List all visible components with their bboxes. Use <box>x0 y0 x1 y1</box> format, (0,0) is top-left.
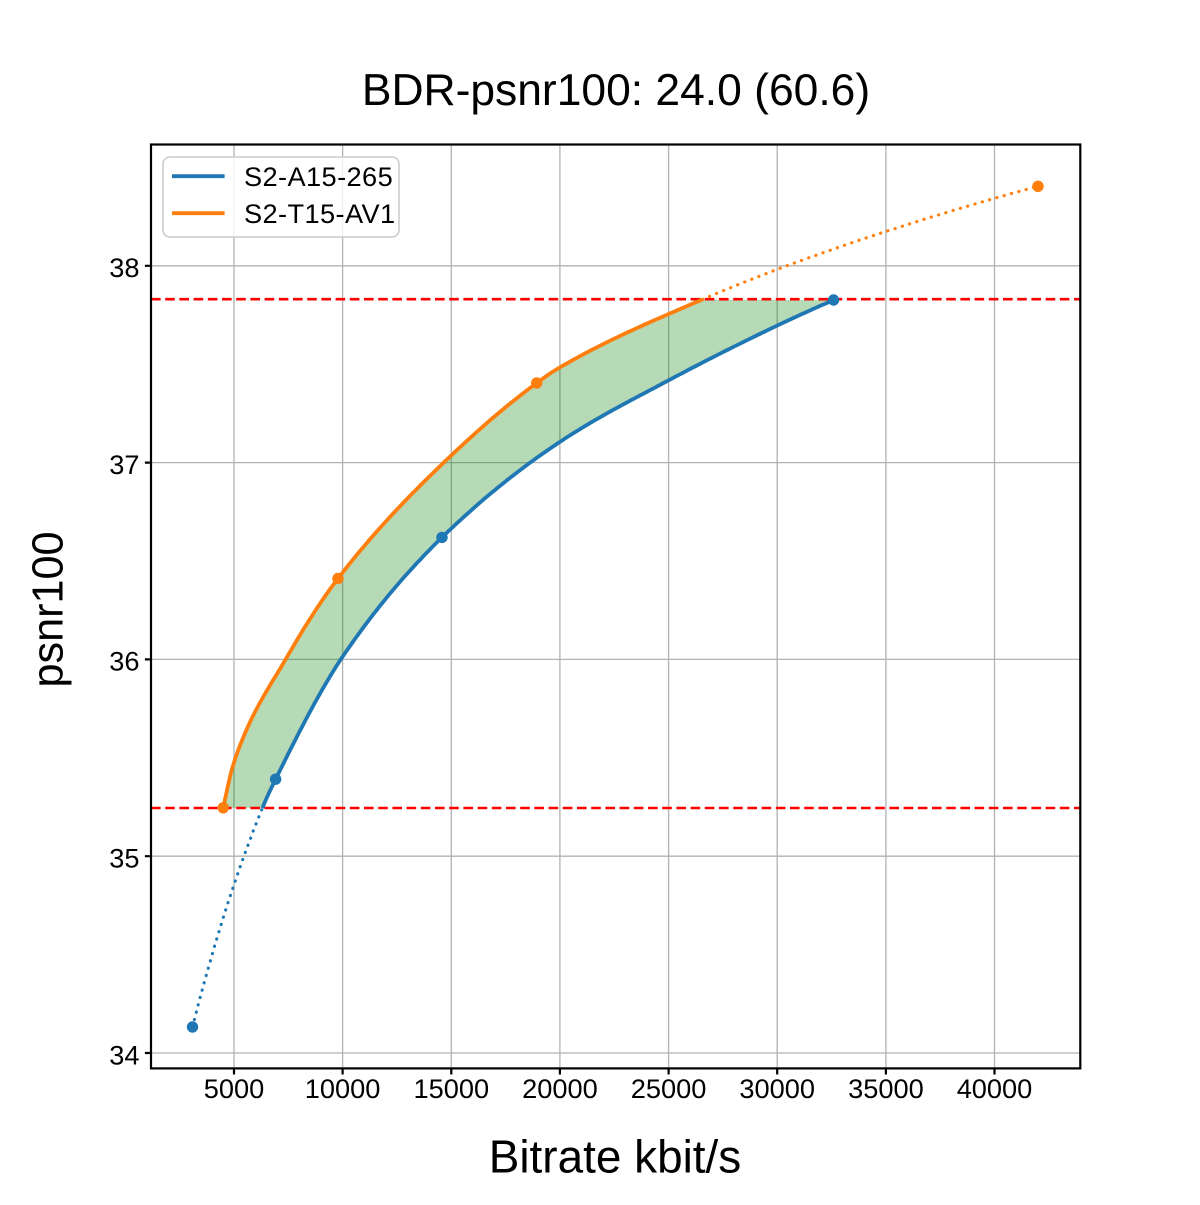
svg-text:BDR-psnr100: 24.0 (60.6): BDR-psnr100: 24.0 (60.6) <box>362 66 870 115</box>
svg-text:25000: 25000 <box>631 1073 707 1104</box>
svg-text:34: 34 <box>109 1039 139 1070</box>
svg-text:30000: 30000 <box>739 1073 815 1104</box>
svg-text:35000: 35000 <box>848 1073 924 1104</box>
svg-text:38: 38 <box>109 252 139 283</box>
svg-text:S2-A15-265: S2-A15-265 <box>244 161 393 192</box>
svg-text:S2-T15-AV1: S2-T15-AV1 <box>244 198 396 229</box>
svg-text:40000: 40000 <box>957 1073 1033 1104</box>
svg-text:37: 37 <box>109 449 139 480</box>
svg-text:10000: 10000 <box>305 1073 381 1104</box>
svg-text:20000: 20000 <box>522 1073 598 1104</box>
svg-text:5000: 5000 <box>204 1073 264 1104</box>
svg-text:35: 35 <box>109 843 139 874</box>
svg-text:Bitrate kbit/s: Bitrate kbit/s <box>489 1131 742 1183</box>
svg-text:15000: 15000 <box>413 1073 489 1104</box>
svg-text:36: 36 <box>109 646 139 677</box>
svg-text:psnr100: psnr100 <box>24 531 72 687</box>
